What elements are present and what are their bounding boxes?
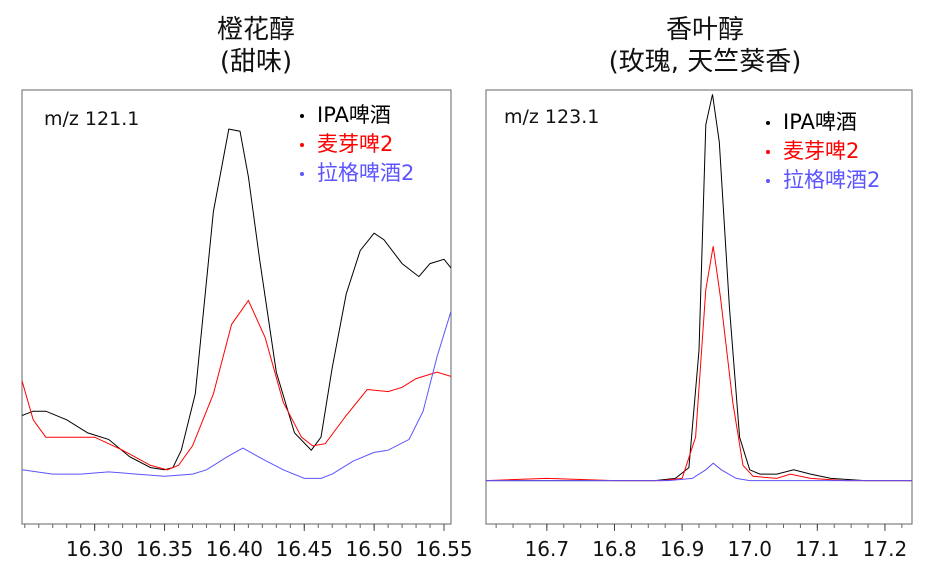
chart-subtitle-left: (甜味) [219,47,293,77]
legend-dot-left-0 [300,114,304,118]
chart-title-right: 香叶醇 (玫瑰, 天竺葵香) [555,14,855,78]
x-tick-label-left: 16.55 [415,537,472,561]
x-tick-label-right: 16.8 [592,537,637,561]
legend-dot-left-2 [300,172,304,176]
legend-dot-right-2 [766,179,770,183]
series-line-right-1 [486,246,912,482]
chart-left: 16.30 16.35 16.40 16.45 16.50 16.55 m/z 121.1 I… [21,89,473,561]
chart-title-left: 橙花醇 (甜味) [96,14,416,78]
mz-annotation-right: m/z 123.1 [504,106,599,128]
x-tick-label-right: 16.9 [660,537,705,561]
x-tick-label-left: 16.45 [276,537,333,561]
legend-label-left-0: IPA啤酒 [317,103,391,127]
series-line-right-2 [486,462,912,482]
legend-label-left-2: 拉格啤酒2 [317,161,414,185]
plot-frame-left [21,89,452,525]
x-tick-label-left: 16.35 [136,537,193,561]
mz-annotation-left: m/z 121.1 [44,108,139,130]
x-tick-label-right: 17.1 [795,537,840,561]
legend-dot-left-1 [300,143,304,147]
chart-title-left-main: 橙花醇 [216,15,295,45]
x-tick-label-left: 16.30 [66,537,123,561]
series-line-left-0 [22,128,451,471]
series-line-left-1 [22,299,451,471]
x-tick-label-left: 16.40 [206,537,263,561]
legend-dot-right-0 [766,121,770,125]
chart-title-right-main: 香叶醇 [665,15,744,45]
x-tick-label-right: 17.0 [727,537,772,561]
legend-label-right-2: 拉格啤酒2 [783,168,880,192]
series-line-left-2 [22,311,451,479]
x-tick-label-left: 16.50 [346,537,403,561]
chart-subtitle-right: (玫瑰, 天竺葵香) [608,47,802,77]
legend-dot-right-1 [766,150,770,154]
legend-label-right-0: IPA啤酒 [783,110,857,134]
x-tick-label-right: 16.7 [525,537,570,561]
legend-label-right-1: 麦芽啤2 [783,139,859,163]
legend-label-left-1: 麦芽啤2 [317,132,393,156]
chart-right: 16.7 16.8 16.9 17.0 17.1 17.2 m/z 123.1 IPA啤酒麦芽… [485,89,913,561]
x-tick-label-right: 17.2 [863,537,908,561]
